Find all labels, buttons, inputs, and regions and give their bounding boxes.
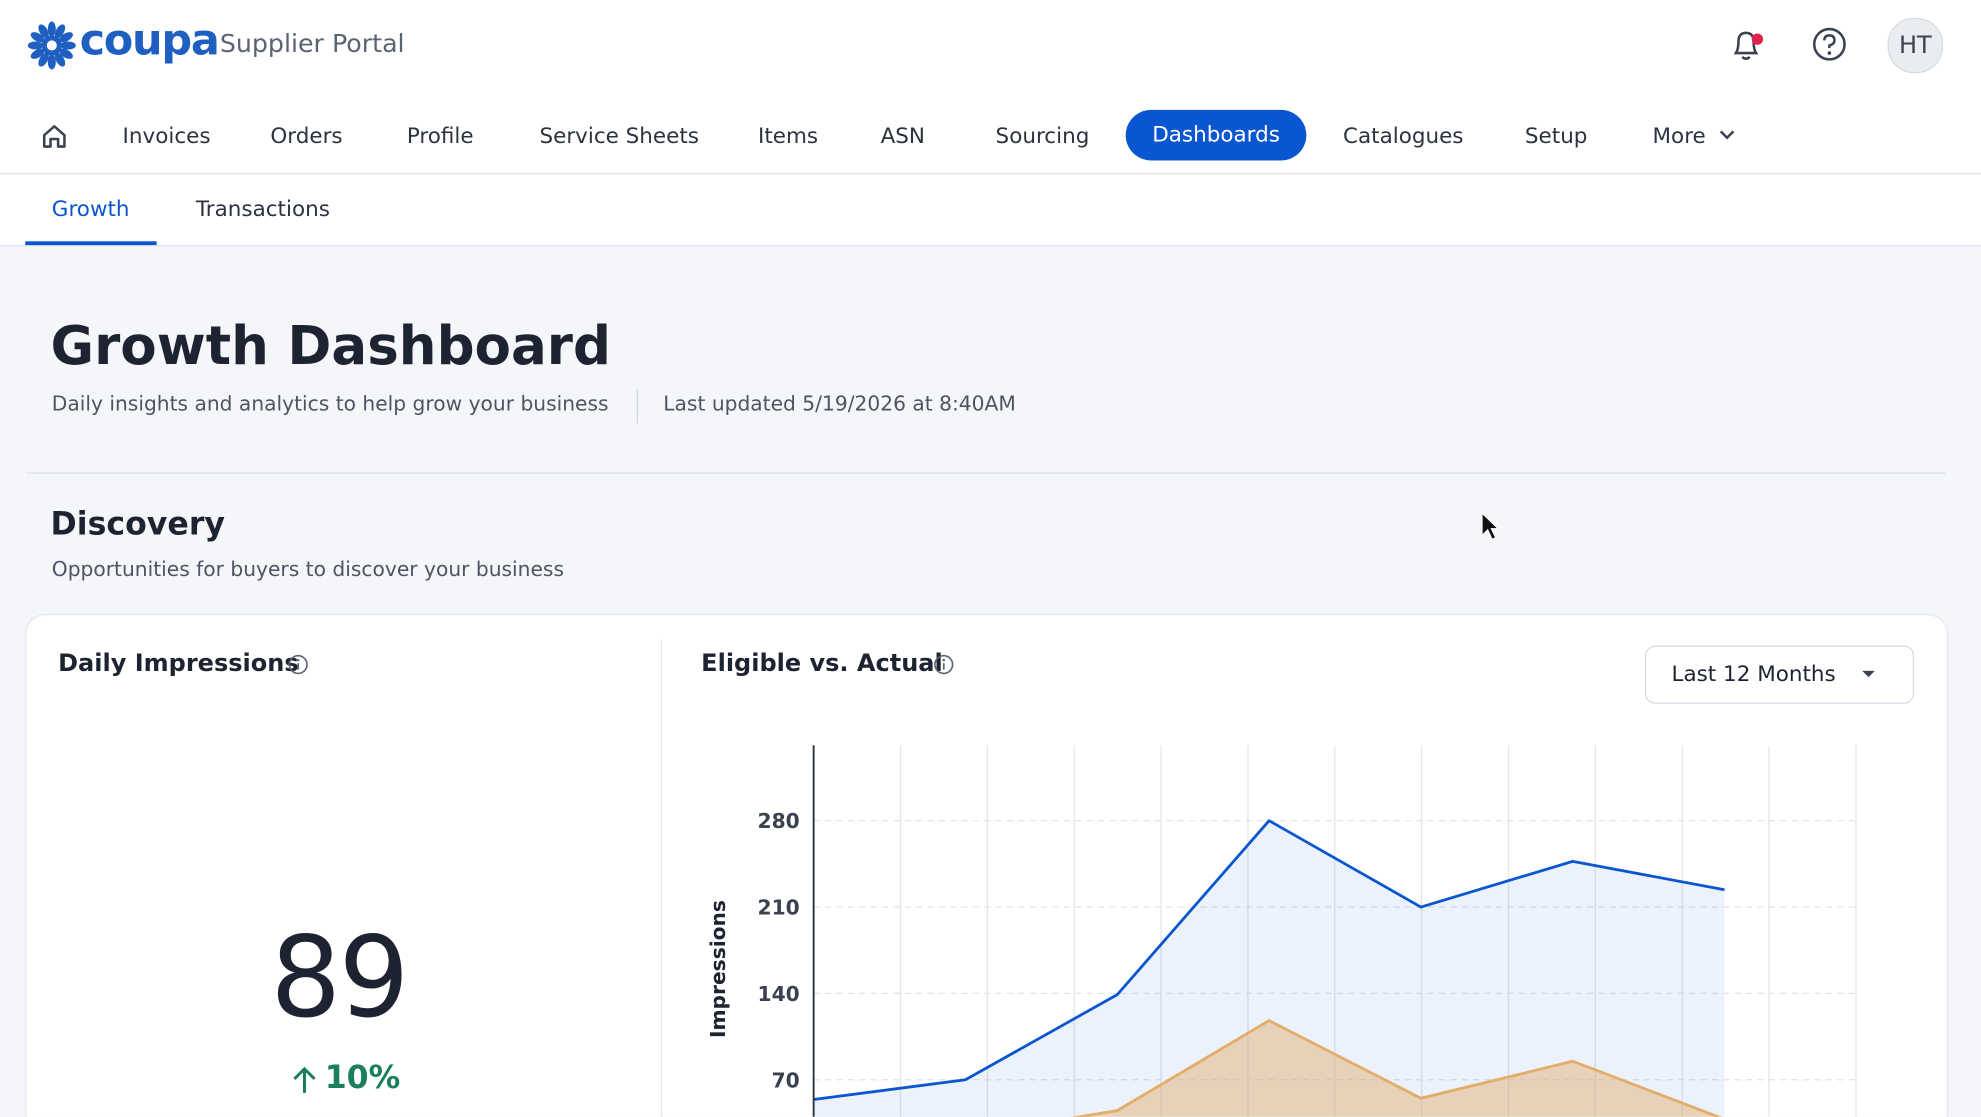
y-tick-label: 210 [758, 896, 800, 920]
nav-item[interactable]: Catalogues [1342, 123, 1464, 150]
section-divider [25, 472, 1946, 474]
nav-item-active[interactable]: Dashboards [1125, 109, 1307, 161]
up-arrow [293, 1066, 316, 1093]
more-caret [1719, 130, 1735, 140]
kpi-change: 10% [324, 1058, 401, 1096]
nav-item[interactable]: Items [758, 123, 819, 150]
logo-icon [27, 21, 76, 70]
avatar[interactable]: HT [1887, 17, 1944, 74]
home[interactable] [40, 123, 68, 151]
nav-item[interactable]: Profile [406, 123, 474, 150]
nav-item[interactable]: Service Sheets [539, 123, 699, 150]
section-title: Discovery [50, 505, 225, 542]
line [1070, 1019, 1723, 1117]
nav-divider [0, 173, 1981, 175]
area [813, 820, 1725, 1117]
line [813, 819, 1725, 1101]
y-tick-label: 140 [758, 982, 800, 1006]
page-subtitle: Daily insights and analytics to help gro… [51, 391, 609, 416]
logo[interactable]: coupa [79, 15, 220, 66]
y-tick-label: 280 [758, 809, 800, 833]
tab-underline [25, 241, 157, 246]
y-tick-label: 70 [772, 1068, 800, 1092]
last-updated: Last updated 5/19/2026 at 8:40AM [663, 391, 1016, 416]
kpi-value: 89 [270, 912, 409, 1043]
portal-name: Supplier Portal [219, 27, 405, 59]
page-title: Growth Dashboard [50, 314, 611, 377]
top-bar: coupa Supplier Portal HT Invoices Orders… [0, 0, 1981, 247]
tab[interactable]: Transactions [195, 197, 330, 223]
y-axis-label: Impressions [706, 900, 730, 1038]
notifications[interactable] [1728, 25, 1766, 65]
nav-item[interactable]: Sourcing [995, 123, 1090, 150]
nav-item[interactable]: More [1652, 123, 1706, 150]
divider [636, 389, 639, 424]
info-icon[interactable] [287, 653, 310, 676]
cursor [1481, 511, 1500, 541]
card-divider [660, 639, 663, 1117]
section-subtitle: Opportunities for buyers to discover you… [51, 557, 564, 582]
chart-title: Eligible vs. Actual [701, 649, 943, 678]
area [1078, 1020, 1719, 1117]
help[interactable] [1812, 27, 1850, 65]
period-dropdown[interactable]: Last 12 Months [1644, 645, 1915, 704]
nav-item[interactable]: ASN [880, 123, 925, 150]
nav-item[interactable]: Invoices [122, 123, 211, 150]
nav-item[interactable]: Orders [270, 123, 343, 150]
dropdown-caret [1862, 670, 1875, 678]
dropdown-label: Last 12 Months [1671, 662, 1836, 688]
tab-active[interactable]: Growth [51, 197, 130, 223]
kpi-title: Daily Impressions [58, 649, 299, 678]
nav-item[interactable]: Setup [1524, 123, 1588, 150]
info-icon[interactable] [932, 653, 955, 676]
